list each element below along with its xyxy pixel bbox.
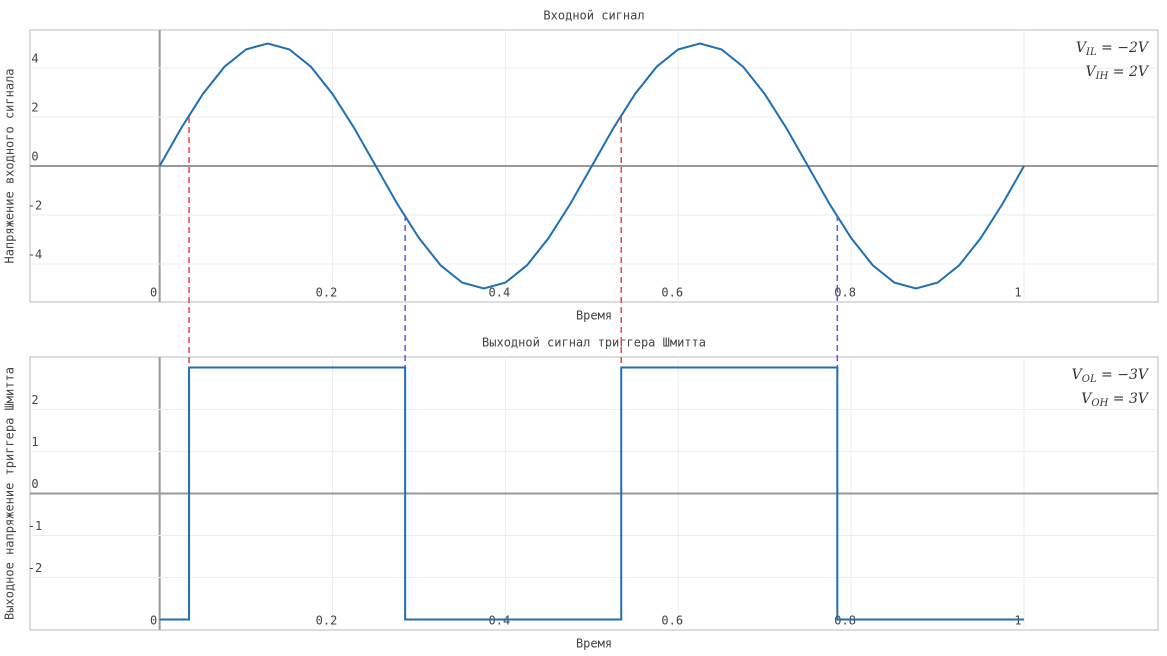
y-tick-label: 4 (31, 51, 38, 65)
annotation-part: V (1081, 391, 1093, 407)
annotation-part: IL (1085, 47, 1097, 58)
x-axis-label: Время (576, 637, 612, 651)
annotation-part: = −2V (1097, 40, 1150, 56)
data-line (159, 366, 1025, 621)
annotation-part: = −3V (1097, 367, 1150, 383)
annotation-part: = 3V (1108, 391, 1150, 407)
x-tick-label: 0 (150, 614, 157, 628)
y-tick-label: 0 (31, 150, 38, 164)
annotation-part: V (1086, 64, 1098, 80)
annotation-part: IH (1095, 71, 1109, 82)
y-tick-label: 1 (31, 435, 38, 449)
chart-title: Входной сигнал (543, 9, 644, 23)
x-tick-label: 1 (1014, 286, 1021, 300)
y-axis-label: Напряжение входного сигнала (3, 68, 17, 263)
chart-title: Выходной сигнал триггера Шмитта (482, 336, 706, 350)
y-tick-label: 2 (31, 393, 38, 407)
y-tick-label: -4 (28, 248, 42, 262)
annotation: VOH = 3V (1081, 391, 1150, 409)
x-axis-label: Время (576, 309, 612, 323)
data-line (158, 42, 1025, 290)
x-tick-label: 0.6 (661, 286, 683, 300)
y-tick-label: -1 (28, 519, 42, 533)
y-tick-label: -2 (28, 199, 42, 213)
x-tick-label: 0.6 (661, 614, 683, 628)
y-axis-label: Выходное напряжение триггера Шмитта (3, 367, 17, 620)
annotation-part: OL (1082, 374, 1097, 385)
x-tick-label: 0.8 (834, 286, 856, 300)
x-tick-label: 0.2 (316, 614, 338, 628)
annotation: VOL = −3V (1072, 367, 1150, 385)
annotation: VIL = −2V (1076, 40, 1150, 58)
x-tick-label: 0.4 (489, 286, 511, 300)
annotation: VIH = 2V (1086, 64, 1150, 82)
annotation-part: V (1072, 367, 1084, 383)
x-tick-label: 0.2 (316, 286, 338, 300)
x-tick-label: 0 (150, 286, 157, 300)
y-tick-label: -2 (28, 561, 42, 575)
annotation-part: = 2V (1108, 64, 1150, 80)
annotation-part: OH (1091, 398, 1108, 409)
annotation-part: V (1076, 40, 1088, 56)
y-tick-label: 0 (31, 477, 38, 491)
y-tick-label: 2 (31, 100, 38, 114)
